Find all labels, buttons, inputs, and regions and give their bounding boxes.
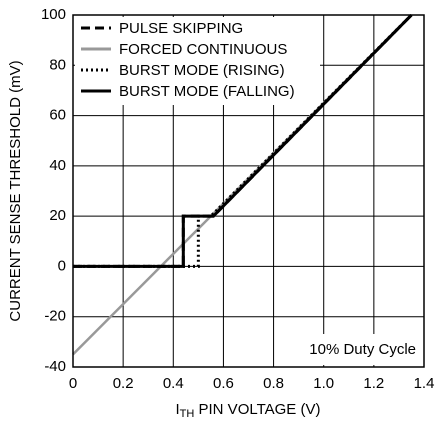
y-tick-label: 20 xyxy=(49,207,66,224)
x-tick-label: 0.2 xyxy=(113,375,134,392)
x-label-sub: TH xyxy=(180,408,195,420)
x-tick-label: 0.4 xyxy=(163,375,184,392)
x-tick-label: 1.0 xyxy=(313,375,334,392)
x-tick-label: 1.2 xyxy=(363,375,384,392)
x-label-main: I xyxy=(176,401,180,418)
x-tick-label: 0 xyxy=(69,375,77,392)
y-tick-label: 0 xyxy=(58,257,66,274)
series-line xyxy=(73,13,413,268)
y-tick-label: 80 xyxy=(49,56,66,73)
annotation: 10% Duty Cycle xyxy=(309,341,416,358)
legend-label: PULSE SKIPPING xyxy=(119,20,243,37)
y-tick-label: 60 xyxy=(49,107,66,124)
legend-label: FORCED CONTINUOUS xyxy=(119,41,287,58)
plot-frame xyxy=(72,14,425,368)
x-tick-label: 1.4 xyxy=(414,375,435,392)
legend-box xyxy=(75,17,320,105)
y-axis-label: CURRENT SENSE THRESHOLD (mV) xyxy=(7,60,24,321)
x-tick-label: 0.6 xyxy=(213,375,234,392)
y-tick-label: 100 xyxy=(41,6,66,23)
annotation-box xyxy=(290,334,422,365)
legend-label: BURST MODE (FALLING) xyxy=(119,83,295,100)
y-tick-label: -40 xyxy=(44,358,66,375)
x-tick-label: 0.8 xyxy=(263,375,284,392)
legend-label: BURST MODE (RISING) xyxy=(119,62,285,79)
x-label-rest: PIN VOLTAGE (V) xyxy=(194,401,320,418)
y-tick-label: -20 xyxy=(44,308,66,325)
x-axis-label: ITH PIN VOLTAGE (V) xyxy=(176,401,321,420)
y-tick-label: 40 xyxy=(49,157,66,174)
